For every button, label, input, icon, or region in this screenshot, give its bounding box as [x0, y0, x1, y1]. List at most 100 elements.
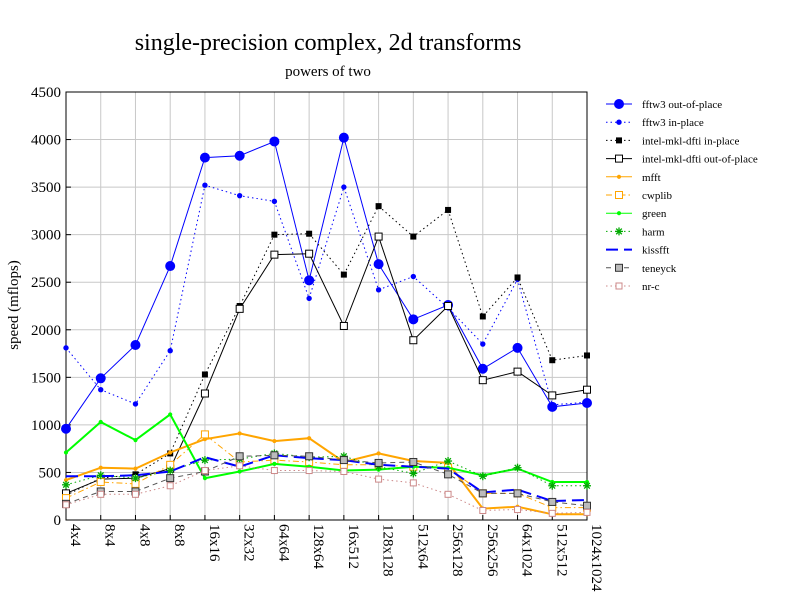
series-group: [61, 132, 592, 517]
data-point: [477, 363, 488, 374]
data-point: [133, 438, 138, 443]
data-point: [549, 402, 555, 408]
series-line: [65, 452, 587, 487]
y-tick-label: 1500: [31, 370, 61, 386]
legend-marker: [615, 282, 623, 290]
series-2: [63, 203, 590, 499]
legend-item: fftw3 in-place: [606, 117, 704, 129]
legend-item: nr-c: [606, 281, 660, 293]
x-tick-label: 16x512: [345, 524, 361, 569]
legend-marker: [616, 211, 622, 216]
data-point: [234, 150, 245, 161]
star-stroke: [583, 482, 591, 490]
series-line: [65, 184, 588, 406]
x-tick-label: 512x512: [553, 524, 569, 577]
legend-item: kissfft: [606, 245, 669, 257]
data-point: [375, 475, 383, 483]
data-point: [548, 509, 556, 517]
legend-marker: [615, 263, 623, 272]
chart-subtitle: powers of two: [285, 64, 371, 80]
data-point: [235, 452, 244, 461]
data-point: [306, 295, 312, 302]
data-point: [478, 376, 487, 385]
data-point: [201, 467, 209, 475]
data-point: [269, 136, 280, 147]
data-point: [270, 250, 279, 259]
grid: [65, 91, 588, 521]
data-point: [341, 184, 347, 190]
data-point: [373, 259, 384, 270]
y-ticks: 0 500 1000 1500 2000 2500 3000 3500 4000 4500: [31, 85, 61, 529]
data-point: [548, 497, 557, 506]
legend-label: mfft: [642, 172, 661, 184]
data-point: [96, 477, 105, 486]
legend-item: harm: [606, 226, 665, 238]
data-point: [339, 321, 348, 330]
data-point: [583, 508, 591, 516]
star-stroke: [479, 472, 487, 480]
y-tick-label: 1000: [31, 418, 61, 434]
data-point: [513, 489, 522, 498]
series-line: [65, 454, 588, 507]
data-point: [306, 230, 313, 237]
x-tick-label: 8x4: [102, 524, 118, 547]
data-point: [270, 467, 278, 475]
data-point: [62, 501, 70, 509]
data-point: [236, 462, 244, 470]
data-point: [410, 273, 417, 280]
legend-label: green: [642, 208, 667, 220]
data-point: [62, 480, 70, 489]
star-stroke: [410, 470, 417, 477]
axes: [65, 91, 588, 521]
y-tick-label: 4500: [31, 85, 61, 101]
data-point: [408, 314, 419, 325]
star-stroke: [97, 472, 105, 479]
data-point: [478, 472, 487, 481]
data-point: [444, 302, 453, 310]
data-point: [236, 192, 243, 199]
data-point: [202, 476, 208, 481]
legend-marker: [616, 137, 622, 144]
x-tick-label: 256x256: [484, 524, 500, 577]
data-point: [271, 198, 278, 205]
x-tick-label: 512x64: [414, 524, 430, 570]
x-tick-label: 128x128: [380, 524, 396, 577]
data-point: [584, 352, 590, 359]
y-tick-label: 2000: [31, 323, 61, 339]
data-point: [63, 345, 69, 351]
data-point: [340, 467, 348, 475]
x-tick-label: 4x4: [67, 524, 83, 547]
data-point: [98, 419, 103, 425]
data-point: [548, 391, 557, 400]
data-point: [200, 456, 209, 465]
data-point: [63, 450, 69, 455]
legend-label: teneyck: [642, 263, 677, 275]
data-point: [305, 249, 314, 258]
data-point: [583, 481, 591, 490]
legend-item: green: [606, 208, 667, 220]
legend-marker: [616, 119, 622, 125]
data-point: [304, 275, 315, 286]
legend-label: intel-mkl-dfti out-of-place: [642, 154, 758, 166]
data-point: [167, 348, 173, 354]
data-point: [479, 506, 487, 514]
series-line: [65, 432, 587, 516]
star-stroke: [132, 474, 139, 482]
data-point: [340, 271, 347, 278]
data-point: [445, 206, 452, 213]
star-stroke: [615, 228, 623, 235]
y-tick-label: 3500: [31, 180, 61, 196]
data-point: [409, 469, 418, 478]
series-line: [65, 235, 588, 494]
x-ticks: 4x4 8x4 4x8 8x8 16x16 32x32 64x64 128x64 16x512 1…: [67, 524, 604, 592]
data-point: [307, 436, 312, 441]
data-point: [168, 412, 173, 417]
legend-item: intel-mkl-dfti in-place: [606, 135, 740, 147]
star-stroke: [62, 481, 70, 489]
data-point: [165, 261, 176, 272]
data-point: [200, 430, 209, 439]
x-tick-label: 16x16: [206, 524, 222, 562]
data-point: [409, 479, 417, 487]
legend-label: nr-c: [642, 281, 660, 293]
data-point: [130, 339, 141, 350]
